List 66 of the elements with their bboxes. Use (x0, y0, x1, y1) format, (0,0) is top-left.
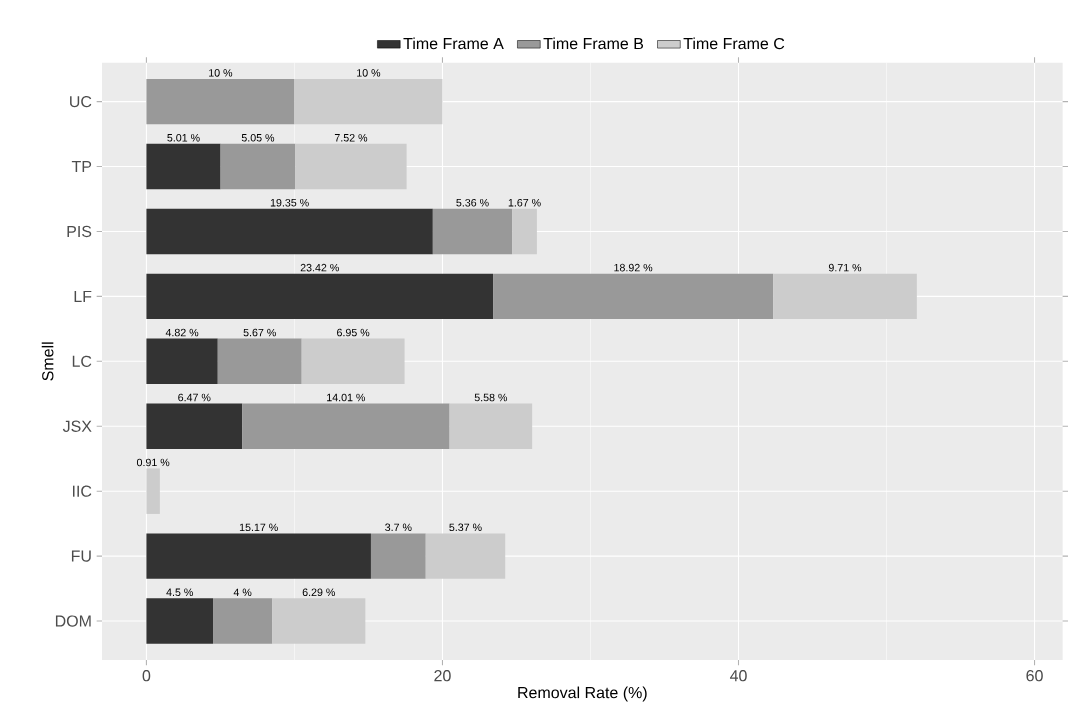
bar (217, 338, 302, 385)
legend-label: Time Frame B (543, 37, 644, 50)
bar (370, 533, 426, 579)
bar (146, 598, 214, 644)
data-label: 1.67 % (508, 198, 541, 207)
data-label: 5.36 % (456, 198, 489, 207)
data-label: 19.35 % (270, 198, 309, 207)
x-tick-label: 20 (434, 670, 451, 682)
y-tick-label: DOM (55, 615, 91, 627)
legend-label: Time Frame A (403, 37, 504, 50)
data-label: 0.91 % (136, 458, 170, 467)
y-tick-label: PIS (67, 225, 92, 238)
bar (295, 143, 407, 190)
data-label: 14.01 % (327, 393, 366, 402)
data-label: 23.42 % (300, 263, 339, 272)
x-tick-label: 0 (142, 670, 151, 682)
data-label: 5.01 % (167, 134, 200, 142)
bar (512, 208, 537, 255)
bar (432, 208, 513, 255)
bar (449, 403, 533, 449)
bar (294, 78, 443, 125)
data-label: 3.7 % (385, 523, 412, 532)
y-tick-label: IIC (73, 485, 92, 497)
data-label: 7.52 % (334, 134, 368, 142)
x-tick-label: 40 (729, 670, 747, 682)
data-label: 5.05 % (241, 134, 275, 142)
y-tick-label: JSX (62, 420, 92, 432)
bar (242, 403, 450, 449)
bar (220, 143, 296, 190)
data-label: 10 % (209, 69, 233, 77)
x-axis-title: Removal Rate (%) (518, 686, 647, 702)
bar (146, 403, 243, 449)
y-tick-label: LC (72, 355, 92, 367)
bar (146, 143, 221, 190)
data-label: 4.5 % (166, 588, 193, 597)
bar (146, 468, 160, 514)
y-tick-label: LF (74, 290, 92, 302)
bar (301, 338, 405, 385)
data-label: 6.95 % (337, 328, 370, 337)
data-label: 18.92 % (614, 263, 653, 272)
y-tick-label: UC (70, 95, 92, 108)
data-label: 5.67 % (243, 328, 276, 337)
data-label: 6.47 % (178, 393, 211, 402)
bar (146, 78, 295, 125)
legend-label: Time Frame C (683, 37, 785, 50)
data-label: 6.29 % (302, 588, 335, 597)
bar (146, 208, 433, 255)
data-label: 15.17 % (239, 523, 278, 532)
data-label: 10 % (357, 69, 381, 77)
bar (146, 273, 494, 320)
data-label: 4 % (233, 588, 252, 597)
data-label: 4.82 % (165, 328, 199, 337)
x-tick-label: 60 (1026, 670, 1043, 682)
bar (146, 338, 218, 385)
data-label: 5.37 % (449, 523, 482, 532)
data-label: 9.71 % (828, 263, 862, 272)
bar (272, 598, 366, 644)
y-tick-label: FU (71, 550, 91, 562)
data-label: 5.58 % (474, 393, 508, 402)
bar (213, 598, 273, 644)
bar (425, 533, 506, 579)
y-tick-label: TP (71, 161, 92, 173)
y-axis-title: Smell (41, 342, 54, 381)
bar (146, 533, 371, 579)
bar (493, 273, 774, 320)
bar (773, 273, 917, 320)
